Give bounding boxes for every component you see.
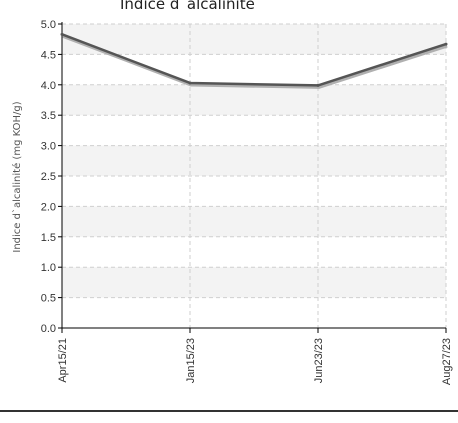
background-band: [62, 206, 446, 237]
y-tick-label: 2.0: [41, 201, 56, 213]
x-tick-label: Apr15/21: [57, 338, 69, 383]
x-tick-label: Jan15/23: [185, 338, 197, 383]
y-tick-label: 4.5: [41, 49, 56, 61]
data-point: [444, 42, 448, 46]
y-tick-label: 3.0: [41, 141, 56, 153]
background-bands: [62, 24, 446, 298]
series-lines: [60, 32, 448, 89]
background-band: [62, 145, 446, 176]
data-point: [60, 32, 64, 36]
y-tick-label: 4.0: [41, 80, 56, 92]
data-point: [188, 81, 192, 85]
series-line: [61, 33, 447, 87]
y-tick-label: 1.0: [41, 262, 56, 274]
y-tick-label: 2.5: [41, 171, 56, 183]
y-tick-label: 1.5: [41, 232, 56, 244]
y-tick-label: 0.0: [41, 323, 56, 335]
background-band: [62, 24, 446, 55]
y-tick-label: 3.5: [41, 110, 56, 122]
y-tick-labels: 0.0 0.5 1.0 1.5 2.0 2.5 3.0 3.5 4.0 4.5 5.0: [41, 19, 56, 335]
background-band: [62, 84, 446, 116]
background-band: [62, 267, 446, 298]
chart-title: Indice d`alcalinité: [120, 0, 255, 13]
y-tick-label: 5.0: [41, 19, 56, 31]
y-tick-label: 0.5: [41, 293, 56, 305]
y-axis-label: Indice d`alcalinité (mg KOH/g): [11, 101, 23, 252]
data-point: [316, 83, 320, 87]
axes: [58, 22, 447, 333]
x-tick-label: Jun23/23: [313, 338, 325, 383]
x-tick-label: Aug27/23: [441, 338, 453, 385]
x-tick-labels: Apr15/21 Jan15/23 Jun23/23 Aug27/23: [57, 338, 453, 385]
